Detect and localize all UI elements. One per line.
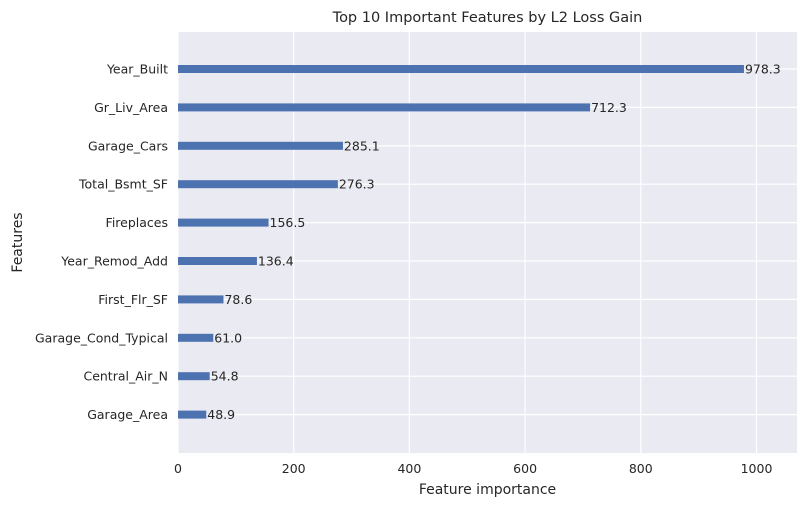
y-tick-label: Garage_Cond_Typical <box>35 330 168 345</box>
data-label: 276.3 <box>339 177 375 192</box>
y-tick-label: Garage_Cars <box>88 138 168 153</box>
data-label: 712.3 <box>591 100 627 115</box>
bar <box>178 333 214 342</box>
bar <box>178 295 224 304</box>
bar <box>178 218 269 227</box>
y-tick-label: First_Flr_SF <box>98 292 168 307</box>
bar <box>178 257 257 265</box>
bar <box>178 103 591 112</box>
data-label: 61.0 <box>214 330 242 345</box>
x-tick-label: 800 <box>629 461 653 476</box>
gridlines <box>177 32 797 453</box>
y-tick-label: Garage_Area <box>87 407 168 422</box>
bar <box>178 65 744 73</box>
y-tick-label: Central_Air_N <box>83 369 168 384</box>
x-tick-label: 1000 <box>741 461 773 476</box>
bar <box>178 372 210 381</box>
y-tick-label: Year_Remod_Add <box>60 254 168 269</box>
y-tick-label: Total_Bsmt_SF <box>78 177 168 192</box>
data-label: 78.6 <box>224 292 252 307</box>
y-tick-label: Gr_Liv_Area <box>94 100 168 115</box>
bar <box>178 141 343 150</box>
bar <box>178 410 207 419</box>
data-label: 285.1 <box>344 138 380 153</box>
labels: 0 200 400 600 800 1000 Year_Built 978.3 Gr_Liv_A… <box>35 62 781 477</box>
data-label: 978.3 <box>745 62 781 77</box>
y-tick-label: Year_Built <box>106 62 168 77</box>
data-label: 136.4 <box>258 254 294 269</box>
plot-area <box>178 32 797 453</box>
data-label: 156.5 <box>270 215 306 230</box>
y-tick-label: Fireplaces <box>106 215 168 230</box>
y-axis-label: Features <box>10 212 26 272</box>
data-label: 54.8 <box>211 369 239 384</box>
x-axis-label: Feature importance <box>419 482 556 498</box>
x-tick-label: 0 <box>174 461 182 476</box>
bars <box>178 65 744 419</box>
bar <box>178 180 338 189</box>
x-tick-label: 400 <box>397 461 421 476</box>
data-label: 48.9 <box>207 407 235 422</box>
x-tick-label: 600 <box>513 461 537 476</box>
chart-title: Top 10 Important Features by L2 Loss Gai… <box>332 10 643 26</box>
x-tick-label: 200 <box>282 461 306 476</box>
